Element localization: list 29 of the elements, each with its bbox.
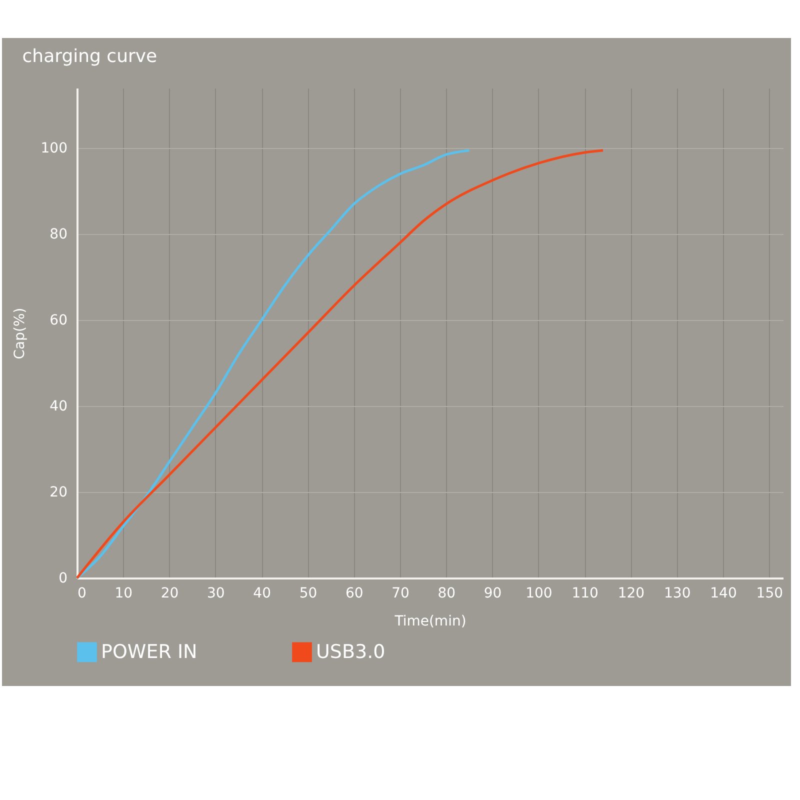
- y-tick-label: 20: [50, 484, 68, 501]
- y-tick-label: 60: [50, 312, 68, 329]
- x-tick-label: 20: [160, 586, 179, 602]
- x-tick-label: 10: [114, 586, 133, 602]
- x-tick-label: 40: [253, 586, 271, 602]
- x-axis-title: Time(min): [394, 614, 466, 630]
- y-tick-label: 80: [50, 226, 68, 243]
- chart-title: charging curve: [22, 46, 158, 67]
- x-tick-label: 60: [345, 586, 364, 602]
- x-tick-label: 0: [78, 586, 86, 602]
- line-series: [76, 149, 604, 580]
- x-tick-label: 50: [299, 586, 318, 602]
- x-tick-label: 140: [710, 586, 737, 602]
- x-tick-label: 150: [756, 586, 784, 602]
- legend-label: USB3.0: [316, 641, 386, 664]
- x-tick-label: 30: [207, 586, 225, 602]
- y-tick-label: 40: [50, 398, 68, 415]
- y-axis-title: Cap(%): [12, 308, 28, 360]
- x-tick-label: 80: [438, 586, 456, 602]
- x-tick-label: 90: [484, 586, 502, 602]
- x-tick-label: 130: [664, 586, 691, 602]
- line-series: [76, 149, 470, 580]
- y-tick-label: 100: [40, 140, 68, 157]
- x-tick-label: 120: [618, 586, 645, 602]
- legend-label: POWER IN: [101, 641, 198, 664]
- x-tick-label: 70: [392, 586, 410, 602]
- x-tick-label: 110: [572, 586, 598, 602]
- y-tick-label: 0: [58, 570, 68, 586]
- x-tick-label: 100: [526, 586, 552, 602]
